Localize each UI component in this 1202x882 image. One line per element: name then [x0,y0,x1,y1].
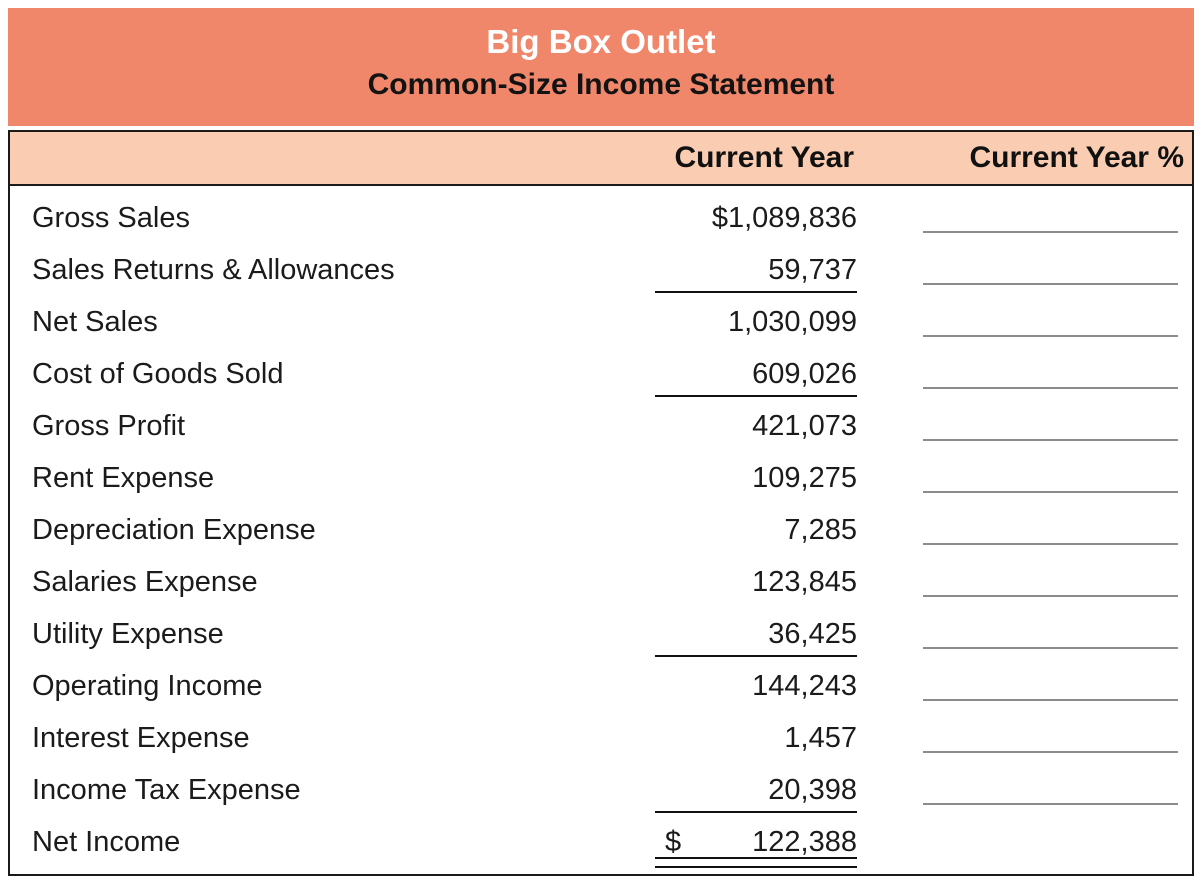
amount-value: 1,457 [784,721,857,754]
percent-blank-line [923,296,1178,337]
row-label: Interest Expense [32,721,250,754]
row-label: Utility Expense [32,617,224,650]
row-label: Operating Income [32,669,263,702]
percent-blank-cell [923,816,1178,857]
table-row: Net Income $122,388 [10,816,1192,868]
row-amount: 36,425 [655,608,857,660]
percent-blank-line [923,556,1178,597]
row-amount: 7,285 [661,504,857,556]
table-row: Utility Expense 36,425 [10,608,1192,660]
currency-symbol: $ [665,825,682,858]
percent-blank-line [923,400,1178,441]
percent-blank-line [923,192,1178,233]
row-amount: 123,845 [661,556,857,608]
row-label: Gross Sales [32,201,190,234]
row-label: Income Tax Expense [32,773,301,806]
percent-blank-line [923,660,1178,701]
amount-value: 7,285 [784,513,857,546]
income-statement-table: Current Year Current Year % Gross Sales … [8,130,1194,876]
row-label: Salaries Expense [32,565,258,598]
percent-blank-line [923,244,1178,285]
amount-value: 421,073 [752,409,857,442]
table-row: Gross Profit 421,073 [10,400,1192,452]
row-amount: 1,457 [661,712,857,764]
amount-value: 609,026 [752,357,857,390]
row-amount: 421,073 [661,400,857,452]
amount-value: 36,425 [768,617,857,650]
amount-value: 109,275 [752,461,857,494]
amount-value: 122,388 [752,825,857,858]
table-row: Rent Expense 109,275 [10,452,1192,504]
row-label: Cost of Goods Sold [32,357,284,390]
table-row: Cost of Goods Sold 609,026 [10,348,1192,400]
company-name: Big Box Outlet [486,23,716,60]
row-amount: $122,388 [655,816,857,868]
percent-blank-line [923,504,1178,545]
row-label: Gross Profit [32,409,186,442]
row-amount: 59,737 [655,244,857,296]
row-amount: 109,275 [661,452,857,504]
percent-blank-line [923,608,1178,649]
table-row: Salaries Expense 123,845 [10,556,1192,608]
row-label: Rent Expense [32,461,215,494]
row-label: Depreciation Expense [32,513,316,546]
table-row: Interest Expense 1,457 [10,712,1192,764]
row-label: Net Income [32,825,181,858]
table-row: Gross Sales $1,089,836 [10,192,1192,244]
row-amount: $1,089,836 [661,192,857,244]
row-amount: 1,030,099 [661,296,857,348]
amount-value: $1,089,836 [711,201,857,234]
row-amount: 20,398 [655,764,857,816]
column-header-current-year: Current Year [674,141,854,174]
amount-value: 20,398 [768,773,857,806]
table-row: Operating Income 144,243 [10,660,1192,712]
row-label: Net Sales [32,305,158,338]
percent-blank-line [923,764,1178,805]
amount-value: 1,030,099 [727,305,857,338]
row-amount: 144,243 [661,660,857,712]
amount-value: 144,243 [752,669,857,702]
statement-title: Common-Size Income Statement [367,68,835,101]
percent-blank-line [923,712,1178,753]
percent-blank-line [923,452,1178,493]
percent-blank-line [923,348,1178,389]
column-header-row: Current Year Current Year % [10,132,1192,186]
table-row: Depreciation Expense 7,285 [10,504,1192,556]
row-label: Sales Returns & Allowances [32,253,395,286]
table-row: Net Sales 1,030,099 [10,296,1192,348]
row-amount: 609,026 [655,348,857,400]
table-body: Gross Sales $1,089,836 Sales Returns & A… [10,186,1192,874]
amount-value: 123,845 [752,565,857,598]
table-row: Income Tax Expense 20,398 [10,764,1192,816]
table-row: Sales Returns & Allowances 59,737 [10,244,1192,296]
column-header-current-year-percent: Current Year % [969,141,1184,174]
amount-value: 59,737 [768,253,857,286]
title-banner: Big Box Outlet Common-Size Income Statem… [8,8,1194,126]
